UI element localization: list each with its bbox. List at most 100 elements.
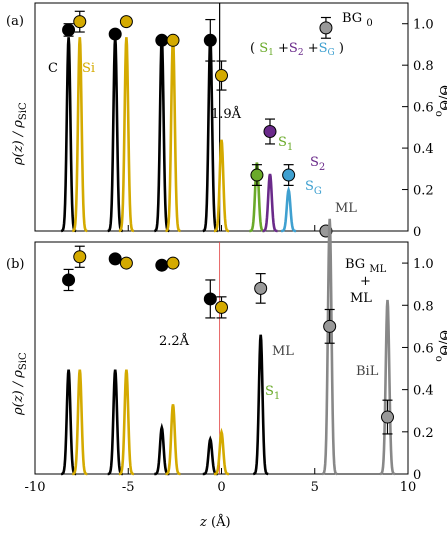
panel-b-system-second: ML — [350, 291, 372, 306]
density-peak-si — [165, 37, 181, 233]
sum-plus1: + — [278, 41, 289, 56]
x-axis-label: z (Å) — [199, 514, 231, 530]
panel-b-system-sub: ML — [369, 264, 386, 275]
x-tick-label: 5 — [311, 480, 319, 495]
right-tick-label: 0.8 — [413, 59, 434, 74]
sum-close: ) — [339, 41, 344, 56]
density-peak-s1 — [249, 162, 265, 233]
sum-s1: S — [259, 41, 268, 56]
coverage-point — [282, 168, 296, 182]
right-tick-label: 0 — [413, 225, 421, 240]
label-sg-a-main: S — [305, 179, 314, 194]
coverage-point — [263, 125, 277, 139]
coverage-point — [254, 281, 268, 295]
label-sg-a-sub: G — [314, 186, 322, 197]
right-tick-label: 0.8 — [413, 299, 434, 314]
right-tick-label: 0.2 — [413, 184, 434, 199]
label-s2-a-sub: 2 — [319, 162, 325, 173]
sum-s2: S — [289, 41, 298, 56]
density-peak-s2 — [262, 173, 278, 233]
coverage-point — [155, 33, 169, 47]
panel-a-label: (a) — [6, 14, 24, 29]
coverage-point — [73, 250, 87, 264]
ylabel-left-b-sub: SiC — [18, 352, 29, 370]
density-peak-ml — [321, 218, 338, 476]
sum-s1-sub: 1 — [268, 48, 274, 58]
right-tick-label: 0.6 — [413, 101, 434, 116]
label-ml-b: ML — [272, 344, 294, 359]
ylabel-left-b: ρ(z) / ρSiC — [11, 352, 29, 416]
right-tick-label: 1.0 — [413, 18, 434, 33]
sum-sg: S — [319, 41, 328, 56]
coverage-point — [155, 258, 169, 272]
label-s1-b-sub: 1 — [274, 391, 280, 402]
label-s2-a: S2 — [310, 155, 325, 173]
coverage-point — [119, 15, 133, 29]
ylabel-left-a-sub: SiC — [18, 102, 29, 120]
coverage-point — [215, 300, 228, 314]
coverage-point — [166, 33, 180, 47]
label-s1-a: S1 — [278, 135, 293, 153]
panel-b-label: (b) — [6, 257, 24, 272]
right-tick-label: 0.2 — [413, 426, 434, 441]
density-peak-si — [118, 369, 134, 476]
density-peak-bil — [379, 299, 396, 476]
coverage-point — [119, 256, 133, 270]
right-tick-label: 0.6 — [413, 341, 434, 356]
ylabel-right-b-main: Θ/Θ — [436, 330, 447, 356]
ylabel-right-a-main: Θ/Θ — [436, 85, 447, 111]
density-peak-s1 — [252, 334, 269, 476]
x-tick-label: 10 — [400, 480, 417, 495]
coverage-point — [73, 15, 87, 29]
x-tick-label: -10 — [25, 480, 46, 495]
coverage-point — [166, 256, 180, 270]
coverage-point — [250, 168, 264, 182]
density-peak-c — [107, 369, 123, 476]
element-label-c: C — [48, 61, 58, 76]
label-ml-a: ML — [335, 201, 357, 216]
chart-marks: 0 0.2 0.4 0.6 0.8 1.0 0 0.2 0.4 0.6 0.8 1.0 -10 -5 0 5 1… — [25, 3, 434, 495]
x-tick-label: 0 — [217, 480, 225, 495]
x-axis-label-main: z — [199, 515, 207, 530]
ylabel-left-a: ρ(z) / ρSiC — [11, 102, 29, 166]
density-peak-sg — [281, 185, 297, 233]
density-peak-c — [107, 37, 123, 233]
sum-plus2: + — [308, 41, 319, 56]
density-peak-si — [214, 427, 229, 476]
density-peak-c — [154, 422, 170, 476]
coverage-point — [323, 319, 337, 333]
right-tick-label: 0.4 — [413, 384, 434, 399]
panel-a-system-main: BG — [342, 11, 362, 26]
coverage-point — [215, 69, 228, 83]
density-peak-c — [202, 435, 218, 476]
panel-a-system-label: BG 0 — [342, 11, 373, 29]
ylabel-right-b-sub: o — [433, 356, 444, 362]
coverage-point — [108, 27, 122, 41]
panel-a-system-sub: 0 — [366, 18, 372, 29]
coverage-point — [380, 410, 394, 424]
x-tick-label: -5 — [122, 480, 135, 495]
x-axis-label-unit: (Å) — [211, 514, 231, 530]
density-peak-c — [202, 37, 219, 233]
label-bil-b: BiL — [356, 364, 379, 379]
distance-label-a: 1.9Å — [211, 106, 242, 122]
density-peak-c — [61, 369, 77, 476]
label-s1-a-sub: 1 — [287, 142, 293, 153]
sum-sg-sub: G — [328, 48, 335, 58]
coverage-point — [62, 23, 76, 37]
ylabel-left-a-main: ρ(z) / ρ — [11, 120, 26, 166]
sum-s2-sub: 2 — [298, 48, 304, 58]
right-tick-label: 1.0 — [413, 257, 434, 272]
distance-label-b: 2.2Å — [159, 333, 190, 349]
coverage-point — [319, 21, 333, 35]
sum-label: ( S1 +S2 +SG ) — [250, 41, 344, 59]
density-peak-si — [214, 139, 229, 233]
right-tick-label: 0.4 — [413, 142, 434, 157]
density-peak-si — [165, 404, 181, 476]
coverage-point — [203, 33, 217, 47]
ylabel-right-b: Θ/Θo — [433, 330, 447, 362]
label-s2-a-main: S — [310, 155, 319, 170]
ylabel-right-a: Θ/Θo — [433, 85, 447, 117]
panel-b-system-plus: + — [360, 274, 371, 289]
